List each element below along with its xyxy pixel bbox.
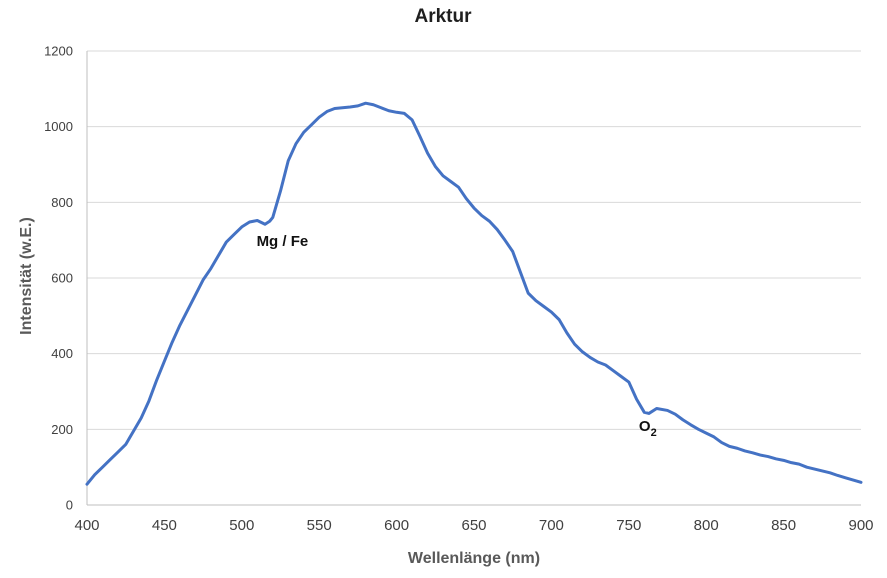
annotation-text: Mg / Fe [257,233,309,250]
annotation-subscript: 2 [651,427,657,439]
y-tick-label: 0 [66,498,73,513]
x-tick-label: 450 [152,517,177,534]
x-tick-label: 550 [307,517,332,534]
x-tick-labels: 400 450 500 550 600 650 700 750 800 850 900 [74,517,873,534]
series-line-0 [85,101,863,486]
x-axis-label: Wellenlänge (nm) [408,550,540,567]
series-group [85,101,863,486]
y-tick-label: 600 [51,271,73,286]
annotation-label: O2 [639,418,657,439]
x-tick-label: 850 [771,517,796,534]
y-tick-label: 400 [51,346,73,361]
annotations: Mg / Fe O2 [257,233,657,439]
x-tick-label: 750 [616,517,641,534]
x-tick-label: 600 [384,517,409,534]
y-tick-label: 1000 [44,119,73,134]
annotation-label: Mg / Fe [257,233,309,250]
y-axis-label: Intensität (w.E.) [18,217,35,335]
y-tick-label: 1200 [44,44,73,59]
axes [86,51,861,506]
x-tick-label: 650 [461,517,486,534]
y-tick-labels: 0 200 400 600 800 1000 1200 [44,44,73,513]
x-tick-label: 500 [229,517,254,534]
gridlines [87,50,861,430]
x-tick-label: 400 [74,517,99,534]
annotation-text: O [639,418,651,435]
chart-title: Arktur [414,6,472,27]
x-tick-label: 700 [539,517,564,534]
x-tick-label: 900 [848,517,873,534]
y-tick-label: 200 [51,422,73,437]
y-tick-label: 800 [51,195,73,210]
x-tick-label: 800 [694,517,719,534]
